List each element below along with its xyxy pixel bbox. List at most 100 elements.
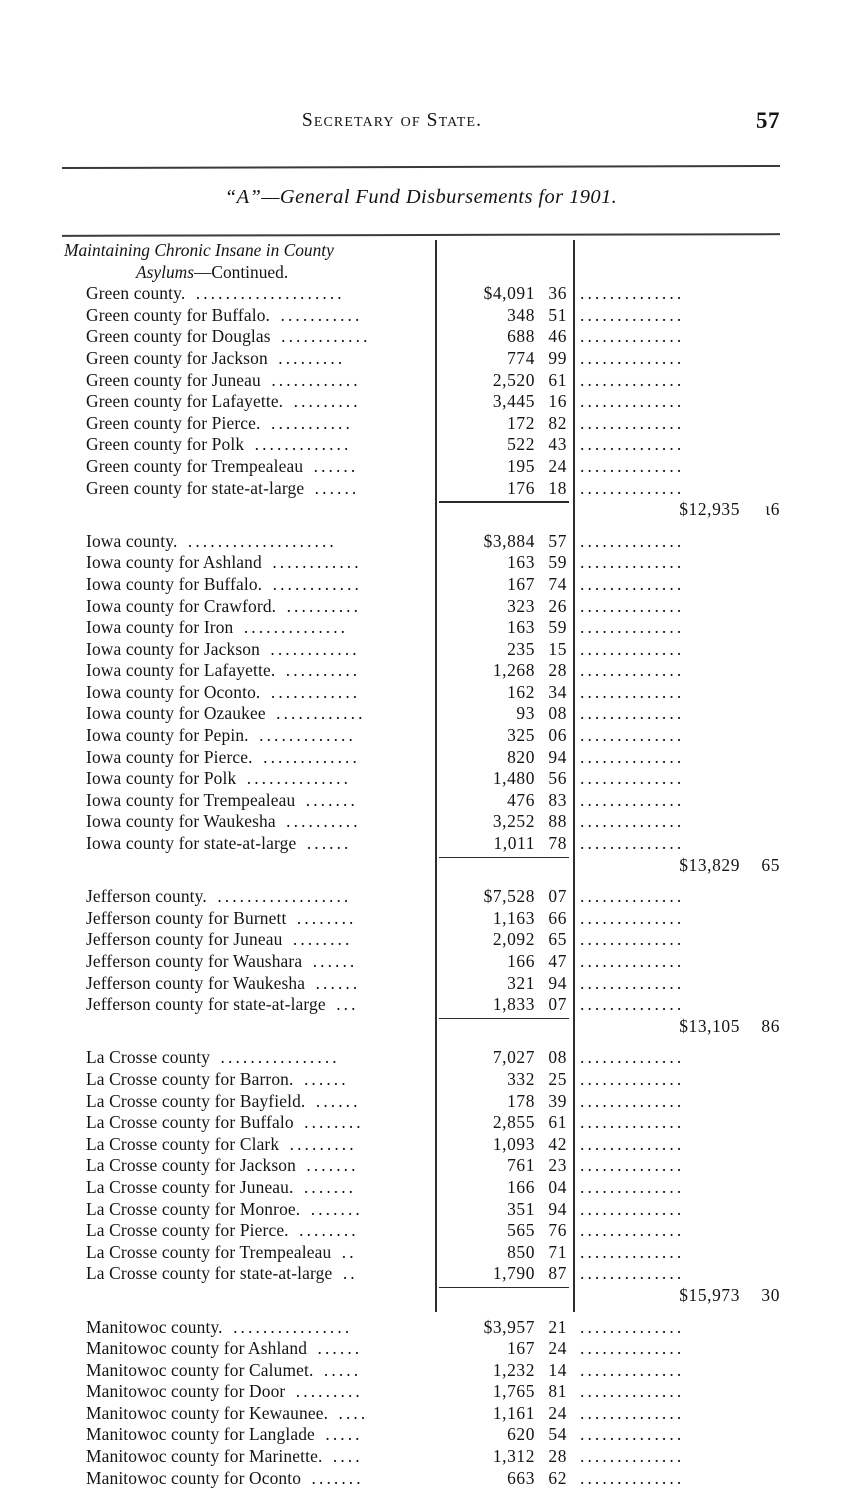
- table-row: Jefferson county for Juneau ........ 2,09…: [62, 929, 780, 951]
- row-total-cell: ..............: [576, 929, 780, 951]
- row-amount-cell: 620 54: [437, 1424, 567, 1446]
- total-column-leader-dots: ..............: [580, 1467, 685, 1488]
- row-spacer: [62, 876, 780, 886]
- amount-cents: 24: [548, 455, 567, 476]
- row-amount-cell: 166 04: [437, 1177, 567, 1199]
- row-label-cell: La Crosse county for Pierce. ........: [62, 1220, 430, 1242]
- table-row: Jefferson county for Waushara ...... 166 4…: [62, 951, 780, 973]
- amount-cents: 61: [548, 1112, 567, 1133]
- row-label: Green county for Trempealeau: [86, 455, 304, 476]
- row-label-cell: La Crosse county for Monroe. .......: [62, 1199, 430, 1221]
- table-row: Green county for Polk ............. 522 43…: [62, 434, 780, 456]
- table-row: Iowa county for Ozaukee ............ 93 08…: [62, 703, 780, 725]
- row-amount-cell: 663 62: [437, 1468, 567, 1489]
- amount-dollars: 620: [507, 1424, 535, 1445]
- row-label: Iowa county for state-at-large: [86, 833, 297, 854]
- row-label-cell: Green county for Lafayette. .........: [62, 391, 430, 413]
- row-label-cell: La Crosse county for Bayfield. ......: [62, 1091, 430, 1113]
- total-column-leader-dots: ..............: [580, 391, 685, 412]
- row-label-cell: Green county for Jackson .........: [62, 348, 430, 370]
- amount-cents: 74: [548, 573, 567, 594]
- table-row: Manitowoc county for Oconto ....... 663 62…: [62, 1468, 780, 1489]
- table-row: Iowa county for Ashland ............ 163 5…: [62, 552, 780, 574]
- row-label: Iowa county for Oconto.: [86, 681, 261, 702]
- row-label: Green county for Buffalo.: [86, 304, 271, 325]
- row-label-cell: Green county for Juneau ............: [62, 370, 430, 392]
- row-label-cell: La Crosse county for state-at-large ..: [62, 1263, 430, 1285]
- row-label-cell: Iowa county for Ozaukee ............: [62, 703, 430, 725]
- table-row: La Crosse county for Jackson ....... 761 2…: [62, 1155, 780, 1177]
- leader-dots: ......: [296, 1068, 349, 1089]
- row-label-cell: Green county for Pierce. ...........: [62, 413, 430, 435]
- total-column-leader-dots: ..............: [580, 907, 685, 928]
- total-column-leader-dots: ..............: [580, 1220, 685, 1241]
- row-total-cell: ..............: [576, 1199, 780, 1221]
- table-row: Jefferson county. .................. $7,5…: [62, 886, 780, 908]
- amount-cents: 87: [548, 1263, 567, 1284]
- header-rule: [61, 164, 781, 170]
- amount-cents: 16: [548, 391, 567, 412]
- row-label: Green county for Polk: [86, 434, 245, 455]
- table-row: Iowa county. .................... $3,884 5…: [62, 531, 780, 553]
- total-column-leader-dots: ..............: [580, 1068, 685, 1089]
- row-total-cell: ..............: [576, 531, 780, 553]
- amount-dollars: 565: [507, 1220, 535, 1241]
- total-column-leader-dots: ..............: [580, 1338, 685, 1359]
- row-amount-cell: 167 24: [437, 1338, 567, 1360]
- amount-dollars: 351: [507, 1198, 535, 1219]
- amount-dollars: 1,163: [492, 907, 535, 928]
- amount-dollars: 1,268: [492, 660, 535, 681]
- amount-dollars: 162: [507, 681, 535, 702]
- row-label-cell: Iowa county for Jackson ............: [62, 639, 430, 661]
- row-amount-cell: 93 08: [437, 703, 567, 725]
- amount-dollars: 820: [507, 746, 535, 767]
- row-label-cell: Green county for Douglas ............: [62, 326, 430, 348]
- row-amount-cell: 850 71: [437, 1242, 567, 1264]
- total-column-leader-dots: ..............: [580, 1316, 685, 1337]
- row-label-cell: Green county for state-at-large ......: [62, 478, 430, 500]
- total-column-leader-dots: ..............: [580, 811, 685, 832]
- table-row: Manitowoc county for Ashland ...... 167 24…: [62, 1338, 780, 1360]
- row-amount-cell: 476 83: [437, 790, 567, 812]
- group-total-cell: $15,973 30: [576, 1285, 780, 1307]
- row-amount-cell: 351 94: [437, 1199, 567, 1221]
- total-column-leader-dots: ..............: [580, 1133, 685, 1154]
- amount-cents: 24: [548, 1338, 567, 1359]
- subtotal-rule: [439, 501, 569, 503]
- row-amount-cell: 167 74: [437, 574, 567, 596]
- amount-cents: 51: [548, 304, 567, 325]
- amount-dollars: 3,445: [492, 391, 535, 412]
- row-amount-cell: 176 18: [437, 478, 567, 500]
- row-amount-cell: 7,027 08: [437, 1047, 567, 1069]
- total-column-leader-dots: ..............: [580, 347, 685, 368]
- leader-dots: .............: [251, 725, 356, 746]
- amount-cents: 56: [548, 768, 567, 789]
- amount-dollars: 1,312: [492, 1446, 535, 1467]
- row-label: Manitowoc county for Oconto: [86, 1467, 302, 1488]
- table-row: La Crosse county for Clark ......... 1,09…: [62, 1134, 780, 1156]
- row-total-cell: ..............: [576, 682, 780, 704]
- leader-dots: ............: [262, 638, 360, 659]
- total-column-leader-dots: ..............: [580, 530, 685, 551]
- column-rule-amount-left: [435, 240, 437, 1312]
- total-column-leader-dots: ..............: [580, 1090, 685, 1111]
- row-label: Iowa county for Ashland: [86, 552, 262, 573]
- row-label-cell: Jefferson county for Burnett ........: [62, 908, 430, 930]
- group-total-cell: $13,829 65: [576, 855, 780, 877]
- total-column-leader-dots: ..............: [580, 1241, 685, 1262]
- amount-cents: 39: [548, 1090, 567, 1111]
- row-total-cell: ..............: [576, 1381, 780, 1403]
- table-row: Manitowoc county. ................ $3,957…: [62, 1317, 780, 1339]
- table-row: Jefferson county for Waukesha ...... 321 9…: [62, 973, 780, 995]
- column-rule-total-left: [573, 240, 575, 1312]
- amount-dollars: 325: [507, 725, 535, 746]
- row-label-cell: La Crosse county for Jackson .......: [62, 1155, 430, 1177]
- group-total-cents: 65: [761, 854, 780, 875]
- table-top-rule: [61, 233, 781, 237]
- amount-dollars: 1,232: [492, 1359, 535, 1380]
- total-column-leader-dots: ..............: [580, 1198, 685, 1219]
- table-row: Iowa county for Pepin. ............. 325 0…: [62, 725, 780, 747]
- amount-dollars: 1,161: [492, 1402, 535, 1423]
- row-total-cell: ..............: [576, 1263, 780, 1285]
- row-total-cell: ..............: [576, 1069, 780, 1091]
